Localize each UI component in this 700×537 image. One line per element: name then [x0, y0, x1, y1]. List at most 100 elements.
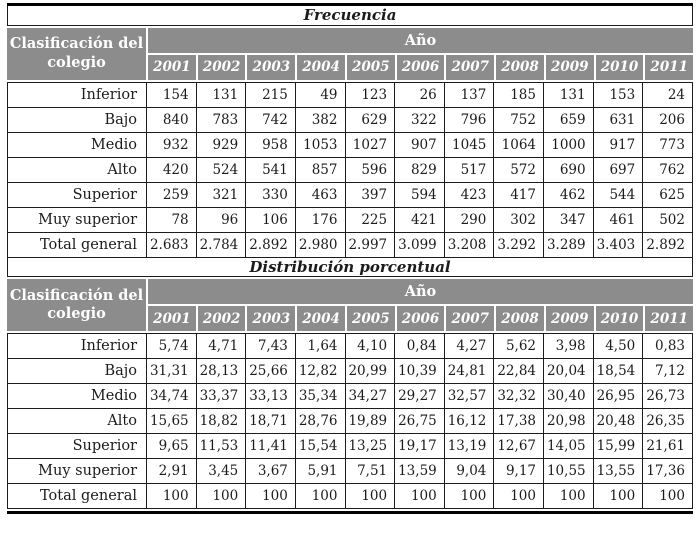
data-cell: 14,05 — [543, 433, 594, 459]
data-cell: 7,12 — [642, 358, 693, 384]
data-cell: 9,17 — [493, 458, 544, 484]
data-cell: 463 — [294, 181, 346, 208]
row-label: Total general — [7, 483, 147, 509]
data-cell: 2.892 — [245, 231, 296, 258]
data-cell: 49 — [294, 81, 346, 108]
data-cell: 762 — [642, 156, 693, 183]
data-cell: 24,81 — [443, 358, 495, 384]
row-label: Bajo — [7, 358, 147, 384]
year-header-2006: 2006 — [396, 306, 445, 331]
data-cell: 137 — [443, 81, 495, 108]
data-cell: 4,71 — [195, 333, 247, 359]
table-row: Total general 2.683 2.784 2.892 2.980 2.997 3.… — [7, 231, 693, 258]
data-cell: 1064 — [493, 131, 544, 158]
data-cell: 1053 — [294, 131, 346, 158]
data-cell: 26,75 — [394, 408, 445, 434]
data-cell: 1,64 — [294, 333, 346, 359]
year-header-2010: 2010 — [595, 54, 644, 80]
frequency-table: Inferior 154 131 215 49 123 26 137 185 131 153 24 Ba… — [7, 81, 693, 258]
data-cell: 829 — [394, 156, 445, 183]
data-cell: 929 — [195, 131, 247, 158]
data-cell: 659 — [543, 106, 594, 133]
year-header-row: 2001 2002 2003 2004 2005 2006 2007 2008 2009 2010… — [148, 54, 694, 80]
row-label: Bajo — [7, 106, 147, 133]
data-cell: 321 — [195, 181, 247, 208]
data-cell: 15,65 — [146, 408, 197, 434]
data-cell: 28,13 — [195, 358, 247, 384]
classification-header-cell: Clasificación del colegio — [7, 27, 146, 80]
year-header-2002: 2002 — [197, 306, 246, 331]
year-header-2001: 2001 — [148, 306, 196, 331]
data-cell: 4,27 — [443, 333, 495, 359]
data-cell: 625 — [642, 181, 693, 208]
data-cell: 18,71 — [245, 408, 296, 434]
data-cell: 19,89 — [344, 408, 396, 434]
data-cell: 33,13 — [245, 383, 296, 409]
data-cell: 3.403 — [592, 231, 644, 258]
data-cell: 100 — [344, 483, 396, 509]
section-title-frequency: Frecuencia — [7, 6, 693, 26]
data-cell: 690 — [543, 156, 594, 183]
section-title-percentage: Distribución porcentual — [7, 257, 693, 277]
data-cell: 100 — [493, 483, 544, 509]
data-cell: 11,41 — [245, 433, 296, 459]
data-cell: 752 — [493, 106, 544, 133]
row-label: Medio — [7, 131, 147, 158]
data-cell: 100 — [543, 483, 594, 509]
data-cell: 153 — [592, 81, 644, 108]
data-cell: 5,62 — [493, 333, 544, 359]
data-cell: 517 — [443, 156, 495, 183]
data-cell: 32,57 — [443, 383, 495, 409]
data-cell: 4,10 — [344, 333, 396, 359]
data-cell: 26,73 — [642, 383, 693, 409]
data-cell: 30,40 — [543, 383, 594, 409]
data-cell: 697 — [592, 156, 644, 183]
data-cell: 100 — [294, 483, 346, 509]
data-cell: 123 — [344, 81, 396, 108]
data-cell: 0,83 — [642, 333, 693, 359]
data-cell: 932 — [146, 131, 197, 158]
data-cell: 19,17 — [394, 433, 445, 459]
data-cell: 20,48 — [592, 408, 644, 434]
data-cell: 2.683 — [146, 231, 197, 258]
year-header-2011: 2011 — [645, 54, 694, 80]
year-header-2005: 2005 — [346, 54, 395, 80]
table-row: Bajo 840 783 742 382 629 322 796 752 659 631 206 — [7, 106, 693, 133]
data-cell: 572 — [493, 156, 544, 183]
table-row: Superior 9,65 11,53 11,41 15,54 13,25 19,17 13,… — [7, 433, 693, 459]
data-cell: 461 — [592, 206, 644, 233]
year-header-2010: 2010 — [595, 306, 644, 331]
data-cell: 78 — [146, 206, 197, 233]
year-header-2011: 2011 — [645, 306, 694, 331]
year-header-2002: 2002 — [197, 54, 246, 80]
data-cell: 206 — [642, 106, 693, 133]
table-row: Alto 15,65 18,82 18,71 28,76 19,89 26,75 16,12 1… — [7, 408, 693, 434]
table-row: Inferior 5,74 4,71 7,43 1,64 4,10 0,84 4,27 5,62… — [7, 333, 693, 359]
data-cell: 131 — [195, 81, 247, 108]
data-cell: 2.892 — [642, 231, 693, 258]
table-header: Clasificación del colegio Año 2001 2002 20… — [7, 27, 694, 80]
data-cell: 421 — [394, 206, 445, 233]
year-header-2007: 2007 — [446, 306, 495, 331]
data-cell: 17,38 — [493, 408, 544, 434]
data-cell: 15,99 — [592, 433, 644, 459]
data-cell: 958 — [245, 131, 296, 158]
year-header-2006: 2006 — [396, 54, 445, 80]
data-cell: 907 — [394, 131, 445, 158]
data-cell: 185 — [493, 81, 544, 108]
row-label: Muy superior — [7, 458, 147, 484]
row-label: Inferior — [7, 81, 147, 108]
data-cell: 18,54 — [592, 358, 644, 384]
year-header-2003: 2003 — [247, 54, 296, 80]
data-cell: 3.292 — [493, 231, 544, 258]
data-cell: 544 — [592, 181, 644, 208]
data-cell: 16,12 — [443, 408, 495, 434]
year-header-2007: 2007 — [446, 54, 495, 80]
year-header-2001: 2001 — [148, 54, 196, 80]
data-cell: 21,61 — [642, 433, 693, 459]
data-cell: 7,51 — [344, 458, 396, 484]
data-cell: 100 — [245, 483, 296, 509]
data-cell: 3,45 — [195, 458, 247, 484]
row-label: Alto — [7, 408, 147, 434]
